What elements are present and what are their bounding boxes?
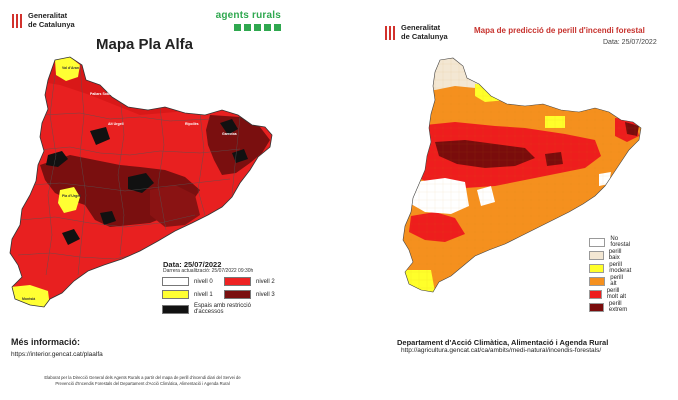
map-label-pallars: Pallars Sobirà [90,92,113,96]
legend-item-nivell-0: nivell 0 [162,277,213,286]
pla-alfa-panel: Generalitat de Catalunya agents rurals M… [9,10,282,387]
legend-item-nivell-3: nivell 3 [224,290,275,299]
agents-rurals-logo: agents rurals [216,10,281,31]
agents-rurals-text: agents rurals [215,10,281,21]
legend-item-no-forestal: No forestal [589,236,634,248]
more-info-heading: Més informació: [11,337,81,347]
fire-danger-panel: Generalitat de Catalunya Mapa de predicc… [339,0,678,400]
agents-rurals-blocks [216,24,281,31]
footer-line-2: Prevenció d'Incendis Forestals del Depar… [55,381,230,386]
map-label-garrotxa: Garrotxa [222,132,237,136]
generalitat-bars-icon [12,13,24,28]
generalitat-logo-right: Generalitat de Catalunya [385,23,448,41]
map-label-val-aran: Val d'Aran [62,66,79,70]
map-title: Mapa Pla Alfa [96,36,193,53]
footer-note: Elaborat per la Direcció General dels Ag… [20,375,265,387]
map-label-pla-urgell: Pla d'Urgell [62,194,81,198]
last-update: Darrera actualització: 25/07/2022 09:30h [163,268,254,274]
map-label-alt-urgell: Alt Urgell [108,122,124,126]
fire-danger-url[interactable]: http://agricultura.gencat.cat/ca/ambits/… [401,347,602,354]
logo-line1: Generalitat [401,23,441,32]
legend-item-nivell-2: nivell 2 [224,277,275,286]
map-label-ripolles: Ripollès [185,122,199,126]
legend-item-perill-extrem: perill extrem [589,301,632,313]
map-date: Data: 25/07/2022 [603,39,657,46]
legend-item-perill-baix: perill baix [589,249,627,261]
pla-alfa-url[interactable]: https://interior.gencat.cat/plaalfa [11,351,103,358]
legend-item-perill-molt-alt: perill molt alt [589,288,627,300]
pla-alfa-map: Val d'Aran Pallars Sobirà Alt Urgell Pla… [9,56,273,308]
map-label-montsia: Montsià [22,297,35,301]
logo-line1: Generalitat [28,11,68,20]
legend-item-nivell-1: nivell 1 [162,290,213,299]
logo-line2: de Catalunya [28,19,75,29]
generalitat-logo: Generalitat de Catalunya [12,11,75,29]
legend-item-restricted: Espais amb restricció d'accessos [162,303,282,315]
legend-item-perill-alt: perill alt [589,275,627,287]
department-name: Departament d'Acció Climàtica, Alimentac… [397,338,609,347]
logo-line2: de Catalunya [401,31,448,41]
legend-item-perill-moderat: perill moderat [589,262,636,274]
map-title: Mapa de predicció de perill d'incendi fo… [474,26,645,35]
footer-line-1: Elaborat per la Direcció General dels Ag… [44,375,241,380]
map-date: Data: 25/07/2022 [163,260,222,269]
generalitat-bars-icon [385,25,397,40]
